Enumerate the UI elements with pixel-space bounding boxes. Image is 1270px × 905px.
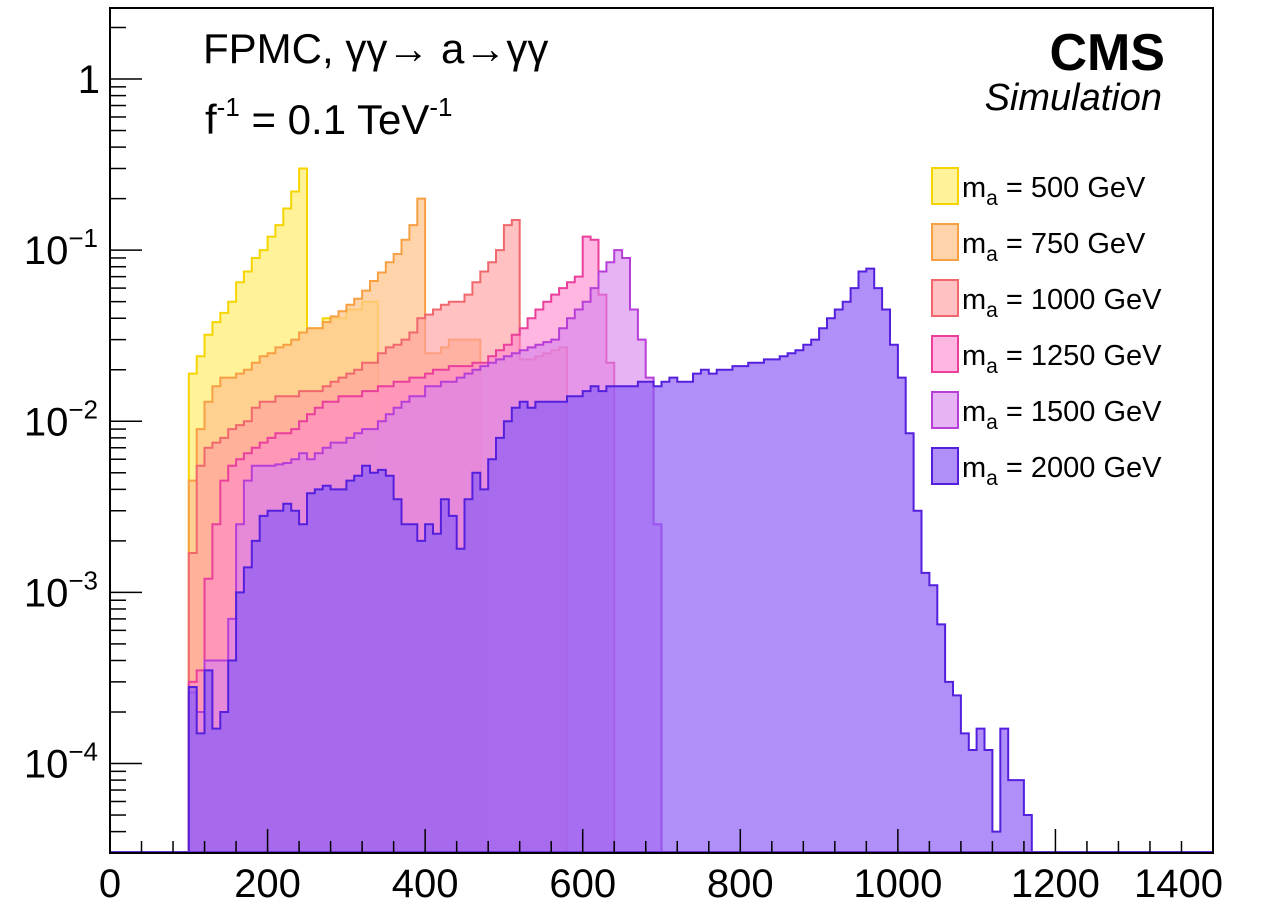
legend-label-5: ma = 2000 GeV xyxy=(962,452,1162,490)
x-tick-label: 1400 xyxy=(1134,862,1223,905)
x-tick-label: 0 xyxy=(99,862,121,905)
legend-label-2: ma = 1000 GeV xyxy=(962,284,1162,322)
legend-label-4: ma = 1500 GeV xyxy=(962,396,1162,434)
legend-swatch-4 xyxy=(931,391,959,429)
legend-swatch-1 xyxy=(931,223,959,261)
legend: ma = 500 GeV ma = 750 GeV ma = 1000 GeV ma … xyxy=(931,167,1162,490)
coupling-exp: -1 xyxy=(217,92,240,122)
simulation-label: Simulation xyxy=(985,77,1162,119)
x-tick-label: 400 xyxy=(392,862,459,905)
axes-group: 0 200 400 600 800 1000 1200 1400 1 10−1 10−2 10−3 10… xyxy=(24,26,1223,905)
legend-swatch-5 xyxy=(931,447,959,485)
y-tick-label: 10−2 xyxy=(24,394,98,444)
legend-label-0: ma = 500 GeV xyxy=(962,172,1146,210)
legend-swatch-3 xyxy=(931,335,959,373)
x-tick-label: 200 xyxy=(234,862,301,905)
legend-label-3: ma = 1250 GeV xyxy=(962,340,1162,378)
coupling-exp2: -1 xyxy=(429,92,452,122)
cms-label: CMS xyxy=(1049,24,1165,82)
legend-swatch-2 xyxy=(931,279,959,317)
y-tick-label: 10−1 xyxy=(24,223,98,273)
y-tick-label: 10−4 xyxy=(24,737,98,787)
x-tick-label: 1200 xyxy=(1011,862,1100,905)
y-tick-label: 10−3 xyxy=(24,565,98,615)
coupling-mid: = 0.1 TeV xyxy=(240,96,430,143)
plot-frame xyxy=(109,7,1214,854)
coupling-base: f xyxy=(205,96,217,143)
process-annotation: FPMC, γγ→ a→γγ xyxy=(203,25,548,72)
legend-swatch-0 xyxy=(931,167,959,205)
coupling-annotation: f-1 = 0.1 TeV-1 xyxy=(205,92,452,143)
x-tick-label: 600 xyxy=(549,862,616,905)
legend-label-1: ma = 750 GeV xyxy=(962,228,1146,266)
y-tick-label: 1 xyxy=(78,58,100,102)
histogram-series-group xyxy=(110,167,1213,854)
histogram-series-5 xyxy=(187,267,1033,854)
x-tick-label: 1000 xyxy=(853,862,942,905)
x-tick-label: 800 xyxy=(707,862,774,905)
